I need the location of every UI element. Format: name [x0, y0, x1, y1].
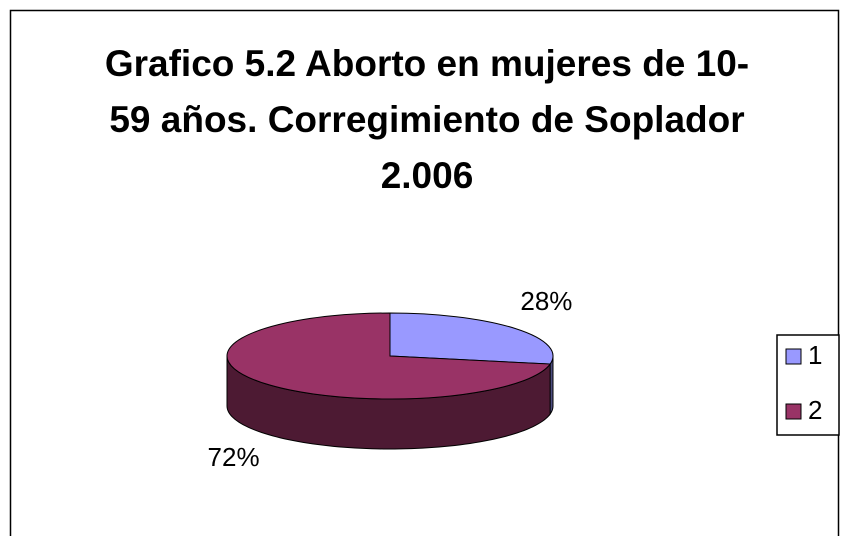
data-label: 72%	[208, 442, 260, 472]
legend-label: 2	[808, 395, 822, 425]
legend-label: 1	[808, 340, 822, 370]
chart-title: Grafico 5.2 Aborto en mujeres de 10-59 a…	[104, 43, 750, 196]
legend-swatch	[785, 348, 802, 365]
pie-slice	[226, 312, 552, 400]
legend-swatch	[785, 403, 802, 420]
data-label: 28%	[520, 286, 572, 316]
pie-slice	[389, 312, 554, 365]
